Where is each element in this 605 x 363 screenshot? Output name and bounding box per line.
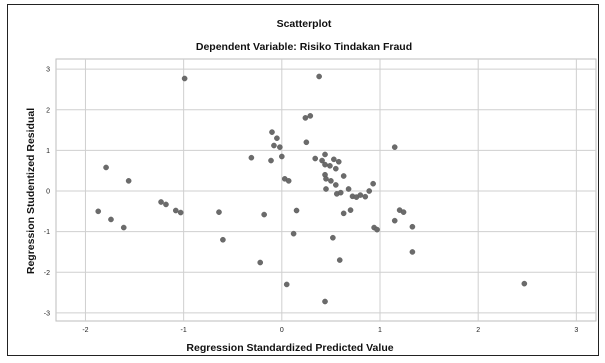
y-tick-label: 2 [46, 107, 50, 114]
y-axis-label: Regression Studentized Residual [25, 108, 37, 274]
scatter-point [274, 135, 280, 142]
chart-title: Scatterplot [277, 18, 332, 30]
scatter-point [333, 165, 339, 172]
x-axis-label: Regression Standardized Predicted Value [186, 342, 393, 354]
scatter-point [333, 182, 339, 188]
y-tick-label: 0 [46, 189, 50, 196]
scatter-point [303, 139, 310, 146]
chart-frame: Scatterplot Dependent Variable: Risiko T… [7, 4, 599, 356]
chart-subtitle: Dependent Variable: Risiko Tindakan Frau… [196, 41, 412, 53]
scatter-point [323, 176, 329, 182]
scatter-point [216, 209, 222, 215]
y-tick-label: 1 [46, 148, 50, 155]
scatter-point [327, 163, 333, 169]
scatter-point [347, 207, 354, 213]
y-tick-label: -1 [44, 229, 50, 236]
scatter-point [521, 280, 528, 287]
y-tick-label: -2 [44, 270, 50, 277]
scatter-point [307, 113, 314, 119]
y-tick-label: 3 [46, 67, 50, 74]
scatter-point [316, 73, 322, 80]
scatterplot-chart: Scatterplot Dependent Variable: Risiko T… [25, 18, 597, 354]
scatter-point [261, 211, 267, 218]
scatter-point [177, 209, 184, 216]
scatter-point [293, 207, 300, 214]
scatter-point [362, 193, 369, 200]
scatter-point [268, 157, 274, 164]
scatter-point [271, 142, 277, 149]
x-tick-label: 0 [280, 327, 284, 334]
tick-labels: -2 -1 0 1 2 3 -3 -2 -1 0 1 2 3 [44, 67, 579, 334]
scatter-point [331, 156, 337, 163]
scatter-point [163, 201, 169, 208]
scatter-point [409, 249, 416, 255]
scatter-point [322, 298, 328, 305]
scatter-point [370, 180, 376, 187]
scatter-point [409, 223, 416, 230]
scatter-point [391, 217, 398, 224]
scatter-point [103, 164, 109, 171]
scatter-point [336, 257, 343, 263]
scatter-point [120, 224, 127, 231]
scatter-point [277, 144, 283, 150]
scatter-point [220, 236, 226, 243]
scatter-point [279, 153, 285, 160]
scatter-point [357, 192, 364, 198]
scatter-point [328, 178, 334, 184]
scatter-point [345, 186, 352, 192]
scatter-point [366, 188, 373, 194]
scatter-point [95, 208, 102, 215]
scatter-point [108, 216, 114, 223]
scatter-point [340, 210, 347, 217]
scatter-point [158, 199, 164, 205]
scatter-point [330, 234, 336, 241]
scatter-point [290, 230, 297, 237]
x-tick-label: -1 [181, 327, 187, 334]
scatter-point [302, 115, 309, 121]
scatter-point [374, 226, 380, 233]
scatter-point [400, 209, 407, 215]
scatter-point [337, 189, 344, 196]
x-tick-label: 1 [378, 327, 382, 334]
scatter-point [319, 157, 325, 164]
scatter-point [340, 173, 347, 179]
x-tick-label: 2 [476, 327, 480, 334]
scatter-point [283, 281, 290, 288]
x-tick-label: -2 [82, 327, 88, 334]
scatter-point [323, 186, 329, 192]
scatter-point [257, 259, 264, 266]
scatter-point [181, 75, 188, 82]
scatter-point [248, 154, 255, 161]
scatter-point [322, 161, 328, 168]
x-tick-label: 3 [574, 327, 578, 334]
scatter-point [335, 158, 342, 165]
scatter-point [172, 207, 179, 214]
scatter-point [125, 178, 132, 184]
scatter-point [269, 129, 275, 135]
scatter-point [391, 144, 398, 150]
data-points [95, 73, 528, 305]
scatter-point [312, 155, 319, 162]
scatter-point [285, 178, 292, 184]
y-tick-label: -3 [44, 310, 50, 317]
scatter-point [322, 151, 328, 158]
